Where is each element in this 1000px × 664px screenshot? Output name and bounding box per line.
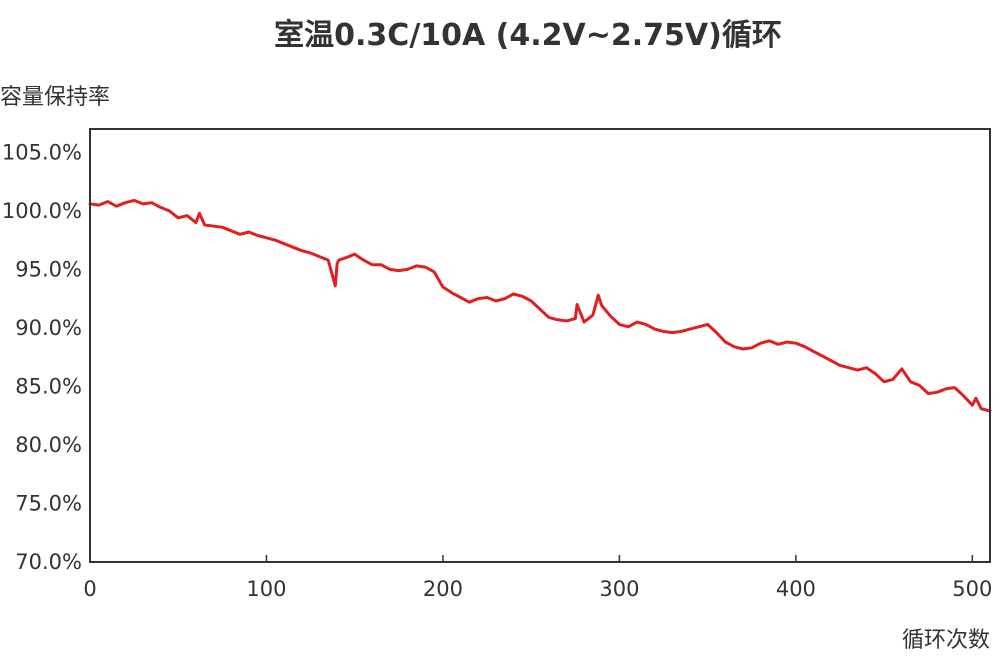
y-tick-label: 75.0% (15, 491, 82, 515)
y-tick-label: 70.0% (15, 550, 82, 574)
y-tick-label: 80.0% (15, 433, 82, 457)
x-tick-label: 200 (423, 577, 463, 601)
y-axis: 70.0% 75.0% 80.0% 85.0% 90.0% 95.0% 100.0% 105.… (2, 140, 82, 574)
y-axis-label: 容量保持率 (0, 85, 110, 110)
x-tick-label: 400 (776, 577, 816, 601)
y-tick-label: 105.0% (2, 140, 82, 164)
y-tick-label: 95.0% (15, 257, 82, 281)
series-layer (88, 198, 992, 413)
plot-frame (89, 128, 991, 563)
y-tick-label: 100.0% (2, 199, 82, 223)
x-tick-label: 300 (599, 577, 639, 601)
x-axis: 0 100 200 300 400 500 (83, 555, 992, 601)
chart-title: 室温0.3C/10A (4.2V~2.75V)循环 (274, 18, 782, 53)
x-tick-label: 0 (83, 577, 96, 601)
x-tick-label: 100 (246, 577, 286, 601)
series-line-0 (88, 198, 992, 413)
x-tick-label: 500 (952, 577, 992, 601)
y-tick-label: 90.0% (15, 316, 82, 340)
x-axis-label: 循环次数 (902, 628, 990, 653)
y-tick-label: 85.0% (15, 374, 82, 398)
